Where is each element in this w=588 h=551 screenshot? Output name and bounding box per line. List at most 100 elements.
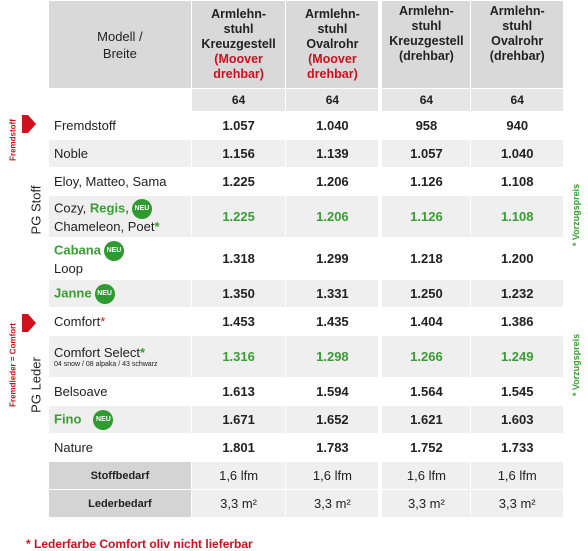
price: 1.108 — [470, 167, 564, 196]
price: 940 — [470, 111, 564, 140]
price: 1.331 — [285, 279, 383, 308]
text: Comfort Select — [54, 344, 140, 360]
price: 1.040 — [285, 111, 383, 140]
price: 1.733 — [470, 433, 564, 462]
text: Kreuzgestell — [389, 34, 464, 48]
text: NEU — [93, 409, 114, 430]
price: 1.752 — [379, 433, 472, 462]
price: 1.783 — [285, 433, 383, 462]
text: Armlehn- — [211, 7, 267, 21]
text: drehbar) — [307, 67, 358, 81]
corner: Modell / Breite — [48, 0, 192, 89]
price: 1.671 — [190, 405, 287, 434]
price: 1.108 — [470, 195, 564, 238]
price: 1.613 — [190, 377, 287, 406]
text: NEU — [103, 241, 124, 261]
footer-label: Stoffbedarf — [48, 461, 192, 490]
price: 958 — [379, 111, 472, 140]
text: Belsoave — [54, 384, 108, 399]
text: Cabana — [54, 242, 101, 258]
text: NEU — [94, 283, 115, 304]
text: stuhl — [223, 22, 254, 36]
text: Loop — [54, 261, 83, 276]
price: 1.298 — [285, 335, 383, 378]
corner-text: Breite — [102, 45, 137, 61]
text: Eloy, Matteo, Sama — [54, 174, 167, 189]
price: 1,6 lfm — [190, 461, 287, 490]
row-name: Fremdstoff — [48, 111, 192, 140]
price: 1,6 lfm — [379, 461, 472, 490]
row-name: Eloy, Matteo, Sama — [48, 167, 192, 196]
price: 1.801 — [190, 433, 287, 462]
col-head: Armlehn-stuhl Ovalrohr (Moover drehbar) — [285, 0, 383, 89]
price: 1.126 — [379, 167, 472, 196]
text: stuhl — [317, 22, 348, 36]
group-label: PG Leder — [28, 357, 44, 413]
price: 1.250 — [379, 279, 472, 308]
text: (drehbar) — [489, 49, 545, 63]
row-name: Noble — [48, 139, 192, 168]
marker — [22, 115, 28, 133]
text: * — [100, 314, 106, 329]
text: drehbar) — [213, 67, 264, 81]
price: 1.225 — [190, 195, 287, 238]
price: 1.603 — [470, 405, 564, 434]
text: 04 snow / 08 alpaka / 43 schwarz — [54, 360, 158, 368]
col-head: Armlehn-stuhl Ovalrohr (drehbar) — [470, 0, 564, 89]
corner-text: Modell / — [97, 28, 143, 44]
price: 1.200 — [470, 237, 564, 280]
text: * — [154, 219, 160, 234]
price: 1.621 — [379, 405, 472, 434]
footer-label: Lederbedarf — [48, 489, 192, 518]
price: 1.249 — [470, 335, 564, 378]
price-note: * Vorzugspreis — [571, 333, 581, 397]
text: stuhl — [411, 19, 442, 33]
marker — [22, 314, 28, 332]
text: Ovalrohr — [306, 37, 359, 51]
width: 64 — [470, 88, 564, 112]
marker — [28, 115, 36, 133]
row-name: Comfort* — [48, 307, 192, 336]
row-name: Nature — [48, 433, 192, 462]
price: 1.594 — [285, 377, 383, 406]
price: 1,6 lfm — [470, 461, 564, 490]
text: (Moover — [308, 52, 357, 66]
col-head: Armlehn-stuhl Kreuzgestell (Moover drehbar) — [190, 0, 287, 89]
price: 1,6 lfm — [285, 461, 383, 490]
row-name: Cozy, Regis, NEU Chameleon, Poet* — [48, 195, 192, 238]
price: 3,3 m² — [285, 489, 383, 518]
text: Comfort — [54, 314, 101, 329]
text: Armlehn- — [489, 4, 545, 18]
text: Chameleon, Poet — [54, 219, 155, 234]
text: Armlehn- — [398, 4, 454, 18]
price: 3,3 m² — [470, 489, 564, 518]
text: (drehbar) — [398, 49, 454, 63]
price: 1.156 — [190, 139, 287, 168]
price: 1.139 — [285, 139, 383, 168]
price: 1.545 — [470, 377, 564, 406]
price: 1.218 — [379, 237, 472, 280]
text: Armlehn- — [304, 7, 360, 21]
price: 1.057 — [190, 111, 287, 140]
price: 1.652 — [285, 405, 383, 434]
price: 1.266 — [379, 335, 472, 378]
text: Kreuzgestell — [201, 37, 276, 51]
text: * — [139, 344, 146, 360]
text: NEU — [131, 199, 152, 219]
text: stuhl — [502, 19, 533, 33]
price: 3,3 m² — [379, 489, 472, 518]
price-table: Modell / Breite Armlehn-stuhl Kreuzgestell… — [48, 0, 564, 518]
price: 1.206 — [285, 167, 383, 196]
width: 64 — [190, 88, 287, 112]
width: 64 — [285, 88, 383, 112]
text: Ovalrohr — [491, 34, 544, 48]
marker — [28, 314, 36, 332]
price: 3,3 m² — [190, 489, 287, 518]
text: Cozy, — [54, 200, 87, 216]
price: 1.225 — [190, 167, 287, 196]
group-label: PG Stoff — [28, 185, 44, 235]
text: Fremdstoff — [54, 118, 116, 133]
price: 1.386 — [470, 307, 564, 336]
price: 1.232 — [470, 279, 564, 308]
group-tag: Fremdleder = Comfort — [8, 323, 18, 407]
